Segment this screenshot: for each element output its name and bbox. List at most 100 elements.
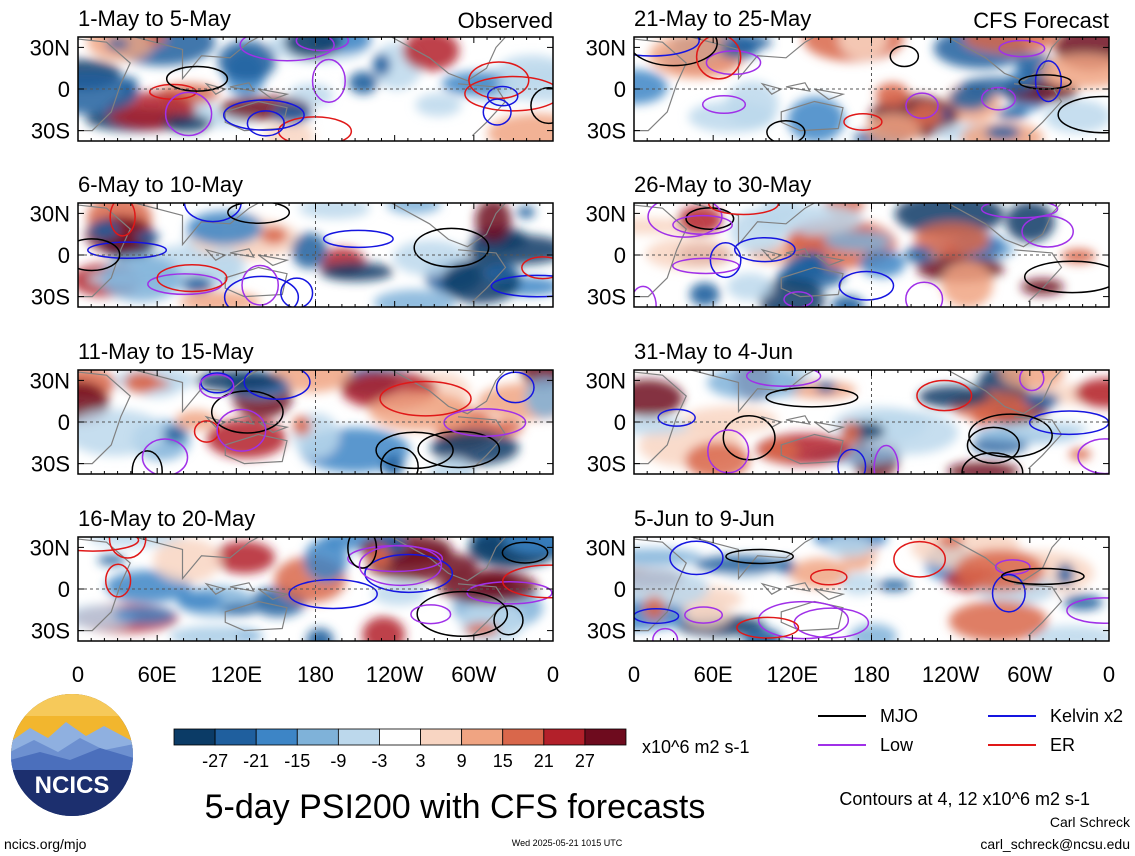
wave-contours bbox=[148, 37, 553, 141]
coastlines bbox=[78, 537, 507, 637]
colorbar-swatch bbox=[296, 728, 339, 746]
lat-label: 30N bbox=[30, 535, 70, 560]
wave-contours bbox=[131, 370, 535, 474]
legend-label: Low bbox=[880, 735, 914, 755]
panel-title: 16-May to 20-May bbox=[78, 506, 255, 531]
panel-1: 1-May to 5-May 30N 0 30S bbox=[30, 6, 554, 144]
lat-label: 0 bbox=[614, 410, 626, 435]
lon-label: 0 bbox=[547, 662, 559, 687]
lon-label: 60W bbox=[451, 662, 496, 687]
lat-label: 0 bbox=[614, 77, 626, 102]
coastlines bbox=[634, 37, 1063, 137]
colorbar-swatch bbox=[337, 728, 380, 746]
psi-shading bbox=[634, 537, 1109, 641]
ncics-logo: NCICS bbox=[11, 694, 133, 816]
colorbar-swatch bbox=[584, 728, 627, 746]
lon-label: 180 bbox=[297, 662, 334, 687]
panel-6: 26-May to 30-May 30N 0 30S bbox=[586, 172, 1110, 310]
panel-title: 21-May to 25-May bbox=[634, 6, 811, 31]
legend-label: ER bbox=[1050, 735, 1075, 755]
colorbar-tick: -9 bbox=[330, 751, 346, 771]
psi-shading bbox=[78, 37, 553, 141]
lat-label: 0 bbox=[58, 243, 70, 268]
lat-label: 30N bbox=[586, 35, 626, 60]
lat-label: 0 bbox=[58, 577, 70, 602]
psi-shading bbox=[634, 370, 1109, 474]
panel-4: 16-May to 20-May 30N 0 30S bbox=[30, 506, 554, 644]
forecast-label: CFS Forecast bbox=[973, 8, 1109, 33]
lat-label: 30S bbox=[31, 452, 70, 477]
lon-label: 120E bbox=[767, 662, 818, 687]
panel-2: 6-May to 10-May 30N 0 30S bbox=[30, 172, 554, 310]
colorbar-swatch bbox=[255, 728, 298, 746]
panel-title: 11-May to 15-May bbox=[78, 339, 254, 364]
lon-label: 0 bbox=[72, 662, 84, 687]
lat-label: 30S bbox=[587, 119, 626, 144]
wave-contours bbox=[78, 537, 553, 637]
lon-label: 120E bbox=[211, 662, 262, 687]
colorbar-tick: -27 bbox=[202, 751, 228, 771]
lat-label: 0 bbox=[614, 577, 626, 602]
lat-label: 30S bbox=[587, 619, 626, 644]
author: Carl Schreck bbox=[1050, 814, 1131, 830]
lat-label: 30N bbox=[586, 368, 626, 393]
colorbar-swatch bbox=[173, 728, 216, 746]
panel-8: 5-Jun to 9-Jun 30N 0 30S bbox=[586, 506, 1110, 644]
lat-label: 0 bbox=[614, 243, 626, 268]
observed-label: Observed bbox=[458, 8, 553, 33]
colorbar: -27 -21 -15 -9 -3 3 9 15 21 27 bbox=[173, 728, 627, 771]
logo-text: NCICS bbox=[35, 772, 110, 799]
panel-title: 6-May to 10-May bbox=[78, 172, 243, 197]
panel-7: 31-May to 4-Jun 30N 0 30S bbox=[586, 339, 1110, 477]
lat-label: 0 bbox=[58, 410, 70, 435]
main-title: 5-day PSI200 with CFS forecasts bbox=[205, 788, 706, 826]
lon-label: 0 bbox=[1103, 662, 1115, 687]
colorbar-swatch bbox=[502, 728, 545, 746]
lat-label: 0 bbox=[58, 77, 70, 102]
colorbar-tick: 15 bbox=[493, 751, 513, 771]
wave-contours bbox=[634, 540, 1109, 641]
lat-label: 30S bbox=[587, 285, 626, 310]
lon-label: 180 bbox=[853, 662, 890, 687]
site-url: ncics.org/mjo bbox=[4, 836, 87, 852]
psi-shading bbox=[78, 537, 553, 641]
lat-label: 30N bbox=[30, 368, 70, 393]
lon-label: 60W bbox=[1007, 662, 1052, 687]
psi-shading bbox=[78, 370, 553, 474]
colorbar-swatch bbox=[461, 728, 504, 746]
lat-label: 30N bbox=[30, 201, 70, 226]
colorbar-swatch bbox=[420, 728, 463, 746]
colorbar-tick: -15 bbox=[284, 751, 310, 771]
colorbar-swatch bbox=[379, 728, 421, 746]
panel-3: 11-May to 15-May 30N 0 30S bbox=[30, 339, 554, 477]
wave-contours bbox=[657, 370, 1109, 474]
panel-title: 1-May to 5-May bbox=[78, 6, 231, 31]
lat-label: 30S bbox=[31, 119, 70, 144]
coastlines bbox=[634, 537, 1063, 637]
wave-contours bbox=[634, 203, 1109, 307]
lat-label: 30N bbox=[30, 35, 70, 60]
lon-label: 120W bbox=[922, 662, 980, 687]
lat-label: 30S bbox=[587, 452, 626, 477]
colorbar-swatch bbox=[543, 728, 586, 746]
colorbar-tick: 27 bbox=[575, 751, 595, 771]
lat-label: 30N bbox=[586, 535, 626, 560]
psi-shading bbox=[78, 203, 553, 307]
lat-label: 30S bbox=[31, 285, 70, 310]
lon-label: 60E bbox=[694, 662, 733, 687]
panel-5: 21-May to 25-May 30N 0 30S bbox=[586, 6, 1110, 144]
psi-shading bbox=[634, 203, 1096, 307]
timestamp: Wed 2025-05-21 1015 UTC bbox=[512, 838, 623, 848]
colorbar-tick: 9 bbox=[457, 751, 467, 771]
lat-label: 30N bbox=[586, 201, 626, 226]
lon-label: 0 bbox=[628, 662, 640, 687]
colorbar-swatch bbox=[214, 728, 257, 746]
panel-title: 5-Jun to 9-Jun bbox=[634, 506, 775, 531]
email: carl_schreck@ncsu.edu bbox=[980, 836, 1130, 852]
legend-label: MJO bbox=[880, 706, 918, 726]
colorbar-tick: 3 bbox=[416, 751, 426, 771]
contour-note: Contours at 4, 12 x10^6 m2 s-1 bbox=[839, 789, 1090, 809]
lon-label: 120W bbox=[366, 662, 424, 687]
colorbar-tick: -21 bbox=[243, 751, 269, 771]
